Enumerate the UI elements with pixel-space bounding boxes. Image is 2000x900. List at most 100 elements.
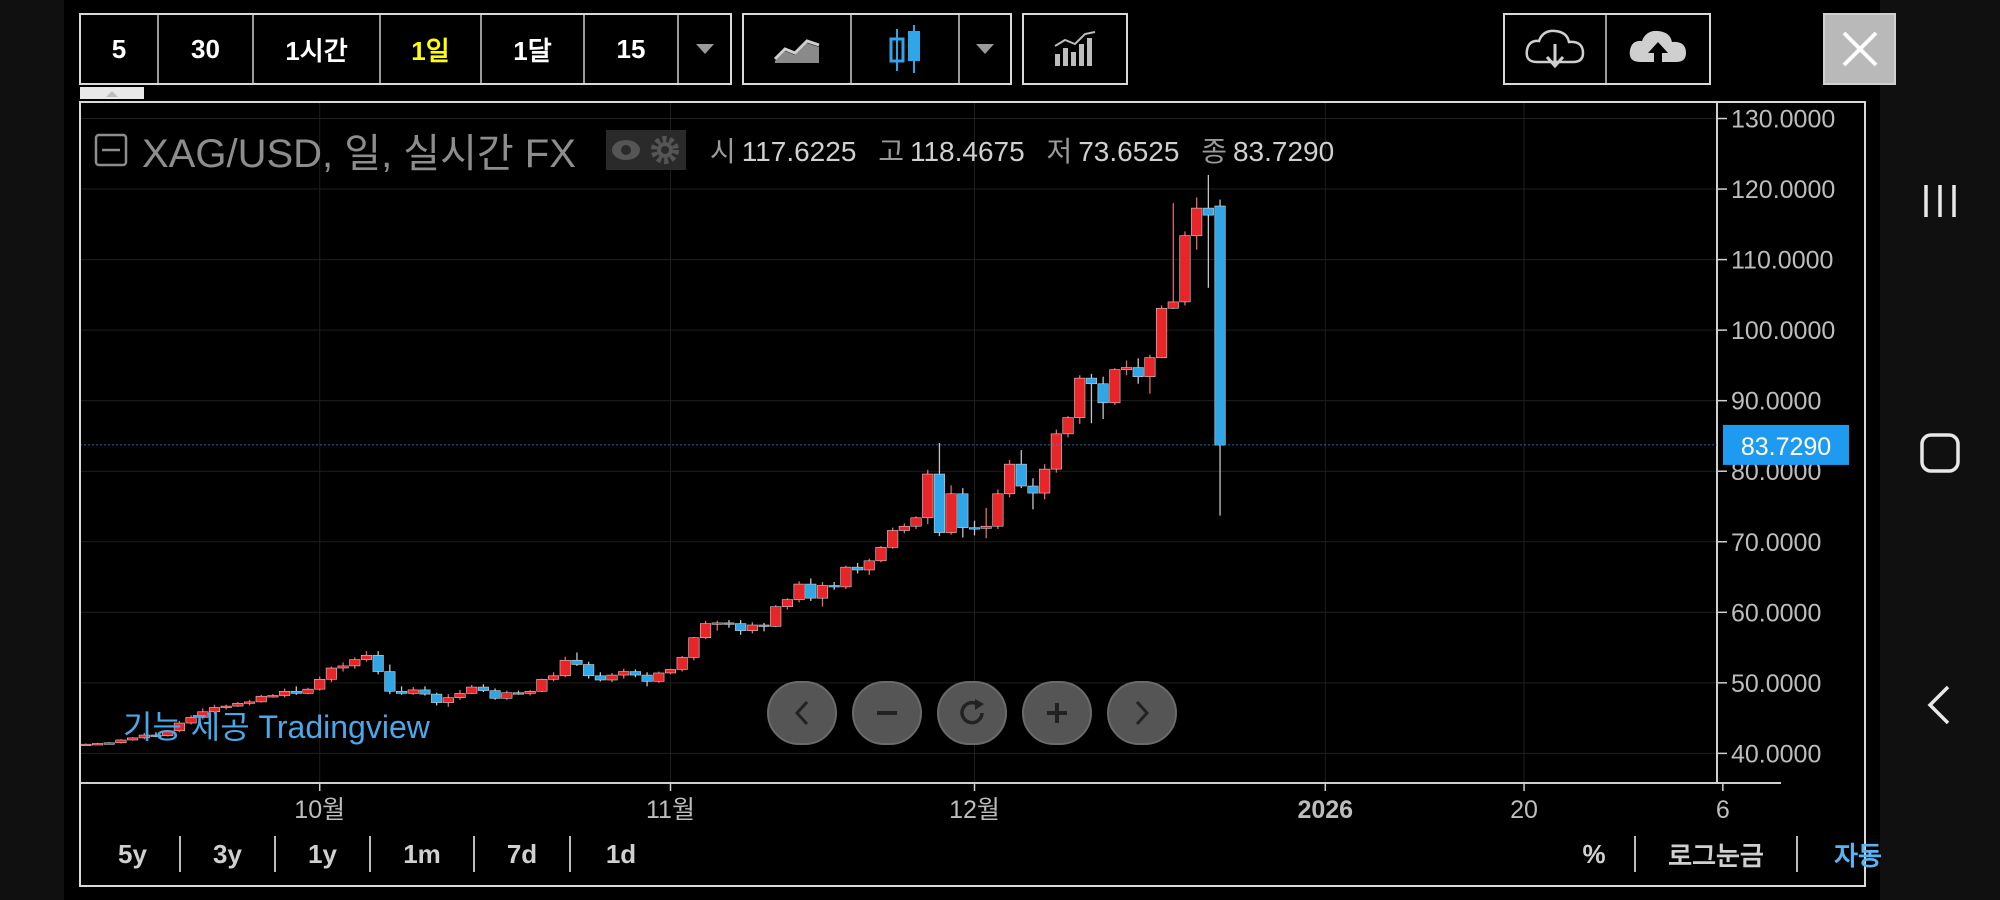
cloud-upload-button[interactable] — [1607, 15, 1709, 83]
candle-body — [1039, 468, 1051, 494]
candle-body — [793, 583, 805, 600]
interval-toolbar: 5 30 1시간 1일 1달 15 — [79, 13, 732, 85]
interval-button-30[interactable]: 30 — [159, 15, 254, 83]
collapse-legend-icon[interactable] — [94, 133, 128, 167]
candle-body — [1144, 357, 1156, 377]
candle-body — [1191, 207, 1203, 236]
candle-body — [583, 664, 595, 677]
interval-button-15[interactable]: 15 — [585, 15, 679, 83]
candle-body — [302, 688, 314, 694]
symbol-title: XAG/USD, 일, 실시간 FX — [142, 132, 576, 176]
minus-icon — [877, 711, 897, 715]
range-1m[interactable]: 1m — [371, 836, 475, 872]
toolbar-collapse-tab[interactable] — [80, 87, 144, 99]
indicators-button[interactable] — [1024, 15, 1126, 83]
candle-body — [419, 689, 431, 695]
candle-body — [220, 705, 232, 708]
candlestick-chart[interactable]: 130.0000 120.0000 110.0000 100.0000 90.0000 8… — [64, 0, 1880, 900]
chart-type-dropdown-button[interactable] — [960, 15, 1010, 83]
interval-button-1mo[interactable]: 1달 — [482, 15, 585, 83]
range-7d[interactable]: 7d — [475, 836, 571, 872]
candle-body — [641, 674, 653, 682]
candle-body — [91, 743, 104, 746]
interval-label: 30 — [191, 33, 220, 64]
range-label: 5y — [118, 838, 147, 869]
gear-icon[interactable] — [647, 133, 683, 167]
candle-body — [267, 695, 279, 698]
candle-body — [536, 679, 548, 692]
eye-icon[interactable] — [609, 133, 643, 167]
legend-tools — [605, 130, 686, 170]
candle-body — [735, 623, 747, 631]
close-icon — [1842, 31, 1877, 67]
candle-body — [243, 701, 256, 704]
candle-body — [746, 624, 758, 631]
x-tick-label: 2026 — [1297, 796, 1353, 824]
log-label: 로그눈금 — [1668, 840, 1764, 871]
candle-body — [688, 637, 700, 658]
candle-body — [1120, 367, 1133, 370]
zoom-out-button[interactable] — [852, 681, 922, 745]
range-selector: 5y 3y 1y 1m 7d 1d — [86, 826, 671, 882]
refresh-icon — [960, 699, 984, 725]
scroll-left-button[interactable] — [767, 681, 837, 745]
candle-body — [197, 711, 209, 718]
candle-body — [968, 527, 981, 530]
auto-scale-toggle[interactable]: 자동 — [1798, 836, 1918, 872]
x-tick-label: 11월 — [646, 796, 695, 824]
interval-label-active: 1일 — [411, 35, 450, 66]
zoom-in-button[interactable] — [1022, 681, 1092, 745]
candle-body — [887, 530, 899, 548]
cloud-toolbar — [1503, 13, 1711, 85]
candle-body — [431, 693, 443, 703]
indicators-toolbar — [1022, 13, 1128, 85]
candle-body — [489, 690, 501, 699]
y-tick-label: 40.0000 — [1731, 740, 1821, 768]
reset-chart-button[interactable] — [937, 681, 1007, 745]
y-tick-label: 130.0000 — [1731, 106, 1835, 134]
percent-scale-toggle[interactable]: % — [1554, 836, 1636, 872]
log-scale-toggle[interactable]: 로그눈금 — [1636, 836, 1798, 872]
close-button[interactable] — [1823, 13, 1896, 85]
home-button[interactable] — [1910, 428, 1970, 478]
interval-label: 15 — [616, 33, 646, 64]
chart-frame — [79, 101, 1866, 887]
candle-body — [676, 657, 688, 670]
percent-label: % — [1582, 838, 1606, 869]
candle-body — [781, 599, 793, 607]
tradingview-attribution[interactable]: 기능 제공 Tradingview — [123, 709, 430, 745]
low-value: 73.6525 — [1078, 136, 1180, 167]
candlestick-chart-button[interactable] — [852, 15, 960, 83]
candle-body — [290, 690, 302, 694]
interval-button-1d[interactable]: 1일 — [381, 15, 482, 83]
close-label: 종 — [1201, 136, 1227, 167]
line-chart-button[interactable] — [744, 15, 852, 83]
candle-body — [1027, 485, 1039, 494]
range-5y[interactable]: 5y — [86, 836, 181, 872]
candle-body — [957, 493, 969, 528]
range-1d[interactable]: 1d — [571, 836, 671, 872]
range-3y[interactable]: 3y — [181, 836, 276, 872]
cloud-download-icon — [1525, 29, 1585, 69]
candle-body — [547, 675, 560, 680]
candle-body — [1097, 383, 1109, 404]
candle-body — [103, 742, 115, 745]
interval-button-1h[interactable]: 1시간 — [254, 15, 381, 83]
plus-icon — [1047, 703, 1067, 723]
candle-body — [992, 493, 1004, 527]
candle-body — [1085, 377, 1097, 385]
candle-body — [127, 737, 139, 741]
close-value: 83.7290 — [1232, 136, 1335, 167]
candle-body — [828, 585, 840, 588]
candle-body — [512, 692, 525, 695]
app-screen: 5 30 1시간 1일 1달 15 — [64, 0, 1896, 900]
candle-body — [1202, 207, 1214, 216]
interval-dropdown-button[interactable] — [679, 15, 730, 83]
candle-body — [606, 674, 618, 681]
interval-button-5[interactable]: 5 — [81, 15, 159, 83]
range-1y[interactable]: 1y — [276, 836, 371, 872]
back-button[interactable] — [1910, 680, 1970, 730]
recent-apps-button[interactable] — [1910, 176, 1970, 226]
cloud-download-button[interactable] — [1505, 15, 1607, 83]
scroll-right-button[interactable] — [1107, 681, 1177, 745]
